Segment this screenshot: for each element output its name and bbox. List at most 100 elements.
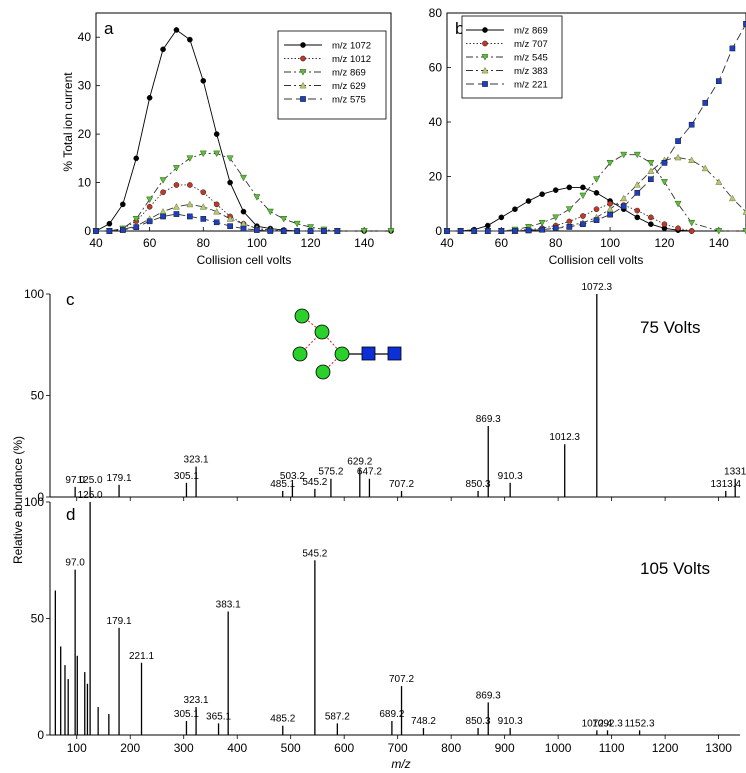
panel-d-xtick-label: 1100 (599, 741, 625, 755)
panel-a-xtick-label: 100 (247, 236, 267, 250)
panel-a-series-0-point (227, 179, 233, 186)
panel-a-series-2-point (293, 220, 301, 228)
panel-c-label: c (66, 290, 75, 309)
panel-d-peak-label: 305.1 (174, 709, 199, 720)
panel-b-series-1-point (675, 225, 681, 232)
panel-b-ytick-label: 80 (429, 6, 443, 20)
panel-a-series-2-point (132, 216, 140, 223)
panel-a-series-2-point (186, 155, 194, 162)
panel-a-legend-marker-4 (300, 96, 306, 102)
panel-c-peak-label: 629.2 (347, 457, 372, 468)
panel-a-series-4-point (267, 228, 274, 234)
panel-d-xtick-label: 500 (281, 741, 301, 755)
panel-b-series-4-point (593, 217, 600, 223)
panel-b-series-4-point (607, 211, 613, 218)
panel-b-xtick-label: 100 (600, 236, 620, 250)
panel-b-ytick-label: 0 (435, 224, 442, 238)
panel-c-peak-label: 707.2 (389, 479, 414, 490)
panel-b-series-3-point (715, 178, 723, 185)
panel-a-series-2-point (199, 150, 207, 158)
panel-a-xtick-label: 60 (143, 236, 157, 250)
panel-b-label: b (455, 19, 464, 38)
panel-b-series-4-point (525, 227, 532, 234)
panel-d-peak-label: 97.0 (65, 558, 85, 569)
panel-a-series-4-point (227, 223, 233, 229)
panel-c-ytick-label: 0 (37, 490, 44, 504)
panel-a-ytick-label: 30 (78, 79, 92, 93)
panel-b-ytick-label: 40 (429, 115, 443, 129)
panel-b-legend-marker-0 (482, 27, 488, 33)
spectra-xlabel: m/z (391, 757, 410, 771)
panel-b-series-3-point (620, 194, 628, 202)
panel-d-label: d (66, 505, 75, 524)
panel-b-series-4-point (702, 100, 709, 106)
panel-b-ytick-label: 20 (429, 170, 443, 184)
panel-d-xtick-label: 1300 (705, 741, 732, 755)
panel-b-series-2-point (660, 179, 668, 186)
panel-a-series-0-point (240, 208, 247, 215)
panel-d-peak-label: 179.1 (107, 616, 132, 627)
panel-a-legend: m/z 1072 m/z 1012 m/z 869 m/z 629 m/z 575 (277, 30, 387, 120)
panel-d-peak-label: 365.1 (206, 711, 231, 722)
panel-b-series-4-point (498, 228, 505, 234)
panel-b-series-2-point (674, 200, 682, 208)
panel-b-series-1-point (607, 200, 613, 207)
panel-b-series-0-point (634, 214, 641, 221)
panel-d-xtick-label: 400 (227, 741, 247, 755)
panel-b-ytick-label: 60 (429, 61, 443, 75)
panel-a-series-1-point (213, 201, 220, 208)
glycan-structure-icon (292, 308, 402, 380)
panel-d-ytick-label: 0 (37, 728, 44, 742)
panel-b-xlabel: Collision cell volts (549, 253, 644, 267)
panel-b: b Collision cell volts 40 60 80 100 120 140 0 2… (429, 6, 746, 267)
panel-d-peak-label: 485.2 (270, 714, 295, 725)
panel-a-series-4-point (200, 216, 207, 222)
panel-d-ytick-label: 50 (31, 612, 45, 626)
panel-b-legend-marker-3 (481, 66, 489, 74)
panel-b-series-4-point (620, 203, 627, 210)
panel-b-series-2-point (552, 214, 560, 221)
panel-d-xtick-label: 300 (174, 741, 194, 755)
panel-b-series-0-point (512, 206, 518, 212)
panel-b-series-4-point (552, 225, 559, 232)
panel-d-peak-label: 869.3 (476, 690, 501, 701)
panel-a-series-2-point (387, 228, 395, 235)
panel-a-series-2-point (307, 224, 315, 231)
panel-a-ylabel: % Total ion current (61, 72, 75, 172)
panel-d-xtick-label: 200 (120, 741, 140, 755)
panel-c-peak-label: 869.3 (476, 414, 501, 425)
panel-a-ytick-label: 10 (78, 176, 92, 190)
panel-a-series-4-point (280, 228, 287, 234)
panel-a-series-1-point (200, 189, 207, 196)
panel-c-peak-label: 1313.4 (710, 479, 741, 490)
panel-b-legend: m/z 869 m/z 707 m/z 545 m/z 383 m/z 221 (461, 15, 563, 99)
panel-d-peak-label: 587.2 (325, 711, 350, 722)
panel-d-peak-label: 545.2 (302, 548, 327, 559)
panel-a-legend-marker-2 (299, 69, 307, 76)
panel-a-series-4-point (240, 225, 247, 232)
panel-b-legend-marker-1 (482, 40, 488, 47)
panel-b-legend-label-2: m/z 545 (514, 53, 548, 64)
panel-a-series-2-point (239, 174, 248, 182)
panel-d-peak-label: 910.3 (498, 716, 523, 727)
panel-a-series-3-point (172, 203, 180, 210)
panel-b-series-0-point (566, 184, 573, 191)
panel-b-series-4-point (566, 224, 573, 230)
panel-d-peak-label: 707.2 (389, 674, 414, 685)
panel-a-legend-marker-0 (300, 42, 306, 48)
panel-d-peak-label: 689.2 (379, 709, 404, 720)
panel-c-peak-label: 97.0 (65, 475, 85, 486)
panel-a-series-4-point (307, 228, 314, 234)
panel-d-peak-label: 383.1 (216, 600, 241, 611)
panel-b-series-2-point (688, 219, 696, 227)
panel-a-series-4-point (173, 211, 180, 217)
panel-a-series-4-point (321, 228, 327, 234)
panel-a-series-0-point (187, 36, 193, 43)
panel-a-series-4-point (187, 213, 193, 220)
panel-a-legend-marker-1 (300, 55, 306, 62)
panel-d-xtick-label: 900 (495, 741, 515, 755)
panel-a-xtick-label: 80 (197, 236, 211, 250)
panel-a-series-4-point (93, 228, 99, 234)
panel-a-series-0-point (173, 27, 180, 33)
